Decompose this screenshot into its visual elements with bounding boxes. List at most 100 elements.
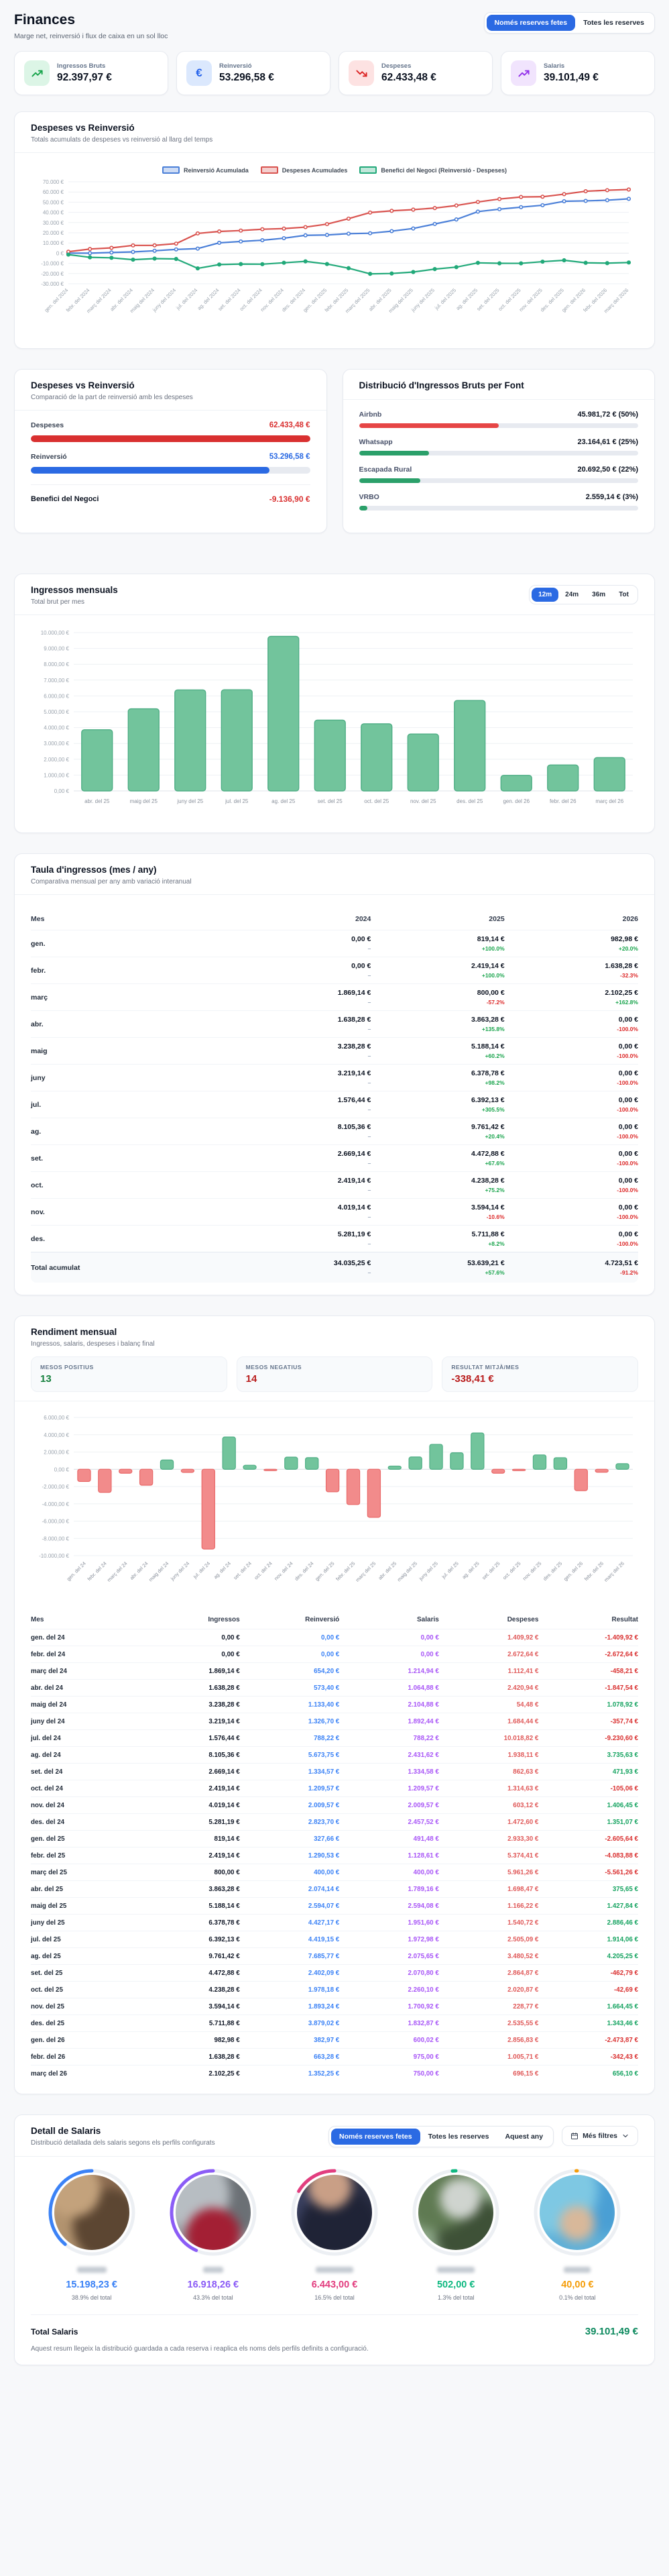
stat-label: Salaris (544, 62, 565, 70)
year-delta: -10.6% (486, 1214, 505, 1220)
cell-resultat: -9.230,60 € (605, 1734, 638, 1742)
legend-item: Reinversió Acumulada (162, 166, 249, 174)
year-delta: – (367, 1053, 371, 1059)
cell-salaris: 2.009,57 € (408, 1801, 439, 1809)
svg-text:30.000 €: 30.000 € (43, 220, 64, 226)
svg-text:-20.000 €: -20.000 € (41, 271, 64, 277)
cell-reinversió: 1.133,40 € (308, 1701, 340, 1709)
legend-item: Benefici del Negoci (Reinversió - Despes… (359, 166, 507, 174)
range-button-24m[interactable]: 24m (565, 591, 579, 598)
source-label: Whatsapp (359, 438, 393, 446)
cell-ingressos: 1.638,28 € (208, 2053, 240, 2061)
year-cell: 0,00 € -100.0% (505, 1123, 638, 1140)
cell-salaris: 788,22 € (413, 1734, 439, 1742)
cell-despeses: 54,48 € (516, 1701, 539, 1709)
cell-despeses: 5.961,26 € (507, 1868, 539, 1876)
table-row: des. 5.281,19 € – 5.711,88 € +8.2% 0,00 € -100… (31, 1225, 638, 1252)
profile-name-blurred (437, 2267, 475, 2273)
stat-card-reinvestment: € Reinversió 53.296,58 € (176, 51, 330, 95)
cell-despeses: 1.540,72 € (507, 1919, 539, 1927)
avatar (411, 2167, 501, 2257)
svg-text:febr. del 26: febr. del 26 (550, 798, 576, 804)
range-button-36m[interactable]: 36m (592, 591, 606, 598)
year-value: 982,98 € (611, 935, 638, 943)
svg-text:6.000,00 €: 6.000,00 € (44, 1415, 69, 1421)
svg-text:des. del 24: des. del 24 (294, 1560, 315, 1582)
column-header: 2024 (355, 915, 371, 923)
year-delta: -100.0% (617, 1106, 638, 1113)
cell-resultat: -458,21 € (610, 1667, 638, 1675)
cell-resultat: 1.406,45 € (607, 1801, 638, 1809)
salary-filter-totes-les-reserves[interactable]: Totes les reserves (428, 2133, 489, 2141)
row-month-label: març del 25 (31, 1868, 67, 1876)
year-delta: – (367, 1160, 371, 1167)
cell-salaris: 600,02 € (413, 2036, 439, 2044)
avatar (168, 2167, 258, 2257)
cell-despeses: 1.314,63 € (507, 1784, 539, 1792)
cell-ingressos: 4.472,88 € (208, 1969, 240, 1977)
cell-ingressos: 4.019,14 € (208, 1801, 240, 1809)
cell-ingressos: 2.419,14 € (208, 1784, 240, 1792)
row-month-label: jul. del 24 (31, 1734, 61, 1742)
cell-ingressos: 3.594,14 € (208, 2002, 240, 2010)
salary-filter-només-reserves-fetes[interactable]: Només reserves fetes (331, 2129, 420, 2145)
svg-text:febr. del 26: febr. del 26 (583, 1560, 605, 1582)
cell-resultat: 2.886,46 € (607, 1919, 638, 1927)
year-delta: +162.8% (615, 999, 638, 1006)
table-header-row: Mes 2024 2025 2026 (31, 906, 638, 930)
cell-salaris: 2.260,10 € (408, 1986, 439, 1994)
cell-salaris: 1.209,57 € (408, 1784, 439, 1792)
year-value: 34.035,25 € (333, 1259, 371, 1267)
cell-salaris: 1.972,98 € (408, 1935, 439, 1943)
year-delta: -57.2% (486, 999, 505, 1006)
row-month-label: ag. del 24 (31, 1751, 61, 1759)
table-row: nov. 4.019,14 € – 3.594,14 € -10.6% 0,00 € -10… (31, 1198, 638, 1225)
card-title: Ingressos mensuals (31, 585, 118, 595)
cell-ingressos: 819,14 € (214, 1835, 240, 1843)
salary-filter-aquest-any[interactable]: Aquest any (505, 2133, 544, 2141)
range-button-tot[interactable]: Tot (619, 591, 629, 598)
cell-salaris: 1.064,88 € (408, 1684, 439, 1692)
year-value: 2.669,14 € (337, 1150, 371, 1158)
toggle-only-made-reservations[interactable]: Només reserves fetes (486, 15, 576, 31)
kpi-mesos-negatius: MESOS NEGATIUS 14 (236, 1356, 433, 1392)
profile-name-blurred (76, 2267, 107, 2273)
cell-ingressos: 5.281,19 € (208, 1818, 240, 1826)
salary-profile: 40,00 € 0.1% del total (517, 2167, 638, 2301)
table-row: febr. del 26 1.638,28 € 663,28 € 975,00 € 1.… (31, 2048, 638, 2065)
svg-text:50.000 €: 50.000 € (43, 199, 64, 205)
trending-up-icon (24, 60, 50, 86)
finances-page: Finances Marge net, reinversió i flux de… (14, 12, 655, 2365)
year-cell: 9.761,42 € +20.4% (371, 1123, 505, 1140)
row-month-label: juny (31, 1073, 46, 1082)
more-filters-button[interactable]: Més filtres (562, 2126, 638, 2146)
cell-ingressos: 6.392,13 € (208, 1935, 240, 1943)
row-month-label: gen. del 26 (31, 2036, 65, 2044)
year-cell: 0,00 € – (237, 935, 371, 952)
profile-amount: 6.443,00 € (311, 2279, 358, 2290)
row-month-label: març (31, 993, 48, 1002)
year-value: 819,14 € (477, 935, 505, 943)
comparison-value: 62.433,48 € (269, 421, 310, 429)
cell-despeses: 1.005,71 € (507, 2053, 539, 2061)
cell-despeses: 10.018,82 € (503, 1734, 539, 1742)
year-delta: -100.0% (617, 1214, 638, 1220)
svg-text:60.000 €: 60.000 € (43, 189, 64, 195)
svg-text:febr. del 25: febr. del 25 (334, 1560, 356, 1582)
cell-reinversió: 5.673,75 € (308, 1751, 340, 1759)
year-cell: 6.392,13 € +305.5% (371, 1096, 505, 1113)
cell-despeses: 696,15 € (513, 2070, 539, 2078)
source-label: Escapada Rural (359, 466, 412, 474)
cell-ingressos: 1.576,44 € (208, 1734, 240, 1742)
cell-ingressos: 9.761,42 € (208, 1952, 240, 1960)
cumulative-line-chart: 70.000 € 60.000 € 50.000 € 40.000 € 30.000 €… (31, 175, 638, 336)
cell-reinversió: 382,97 € (314, 2036, 340, 2044)
card-subtitle: Ingressos, salaris, despeses i balanç fi… (31, 1340, 155, 1348)
toggle-all-reservations[interactable]: Totes les reserves (583, 19, 644, 27)
range-button-12m[interactable]: 12m (532, 588, 559, 602)
source-label: VRBO (359, 493, 379, 501)
euro-icon: € (186, 60, 212, 86)
cell-reinversió: 327,66 € (314, 1835, 340, 1843)
salary-profile: 502,00 € 1.3% del total (396, 2167, 517, 2301)
year-cell: 0,00 € -100.0% (505, 1203, 638, 1220)
